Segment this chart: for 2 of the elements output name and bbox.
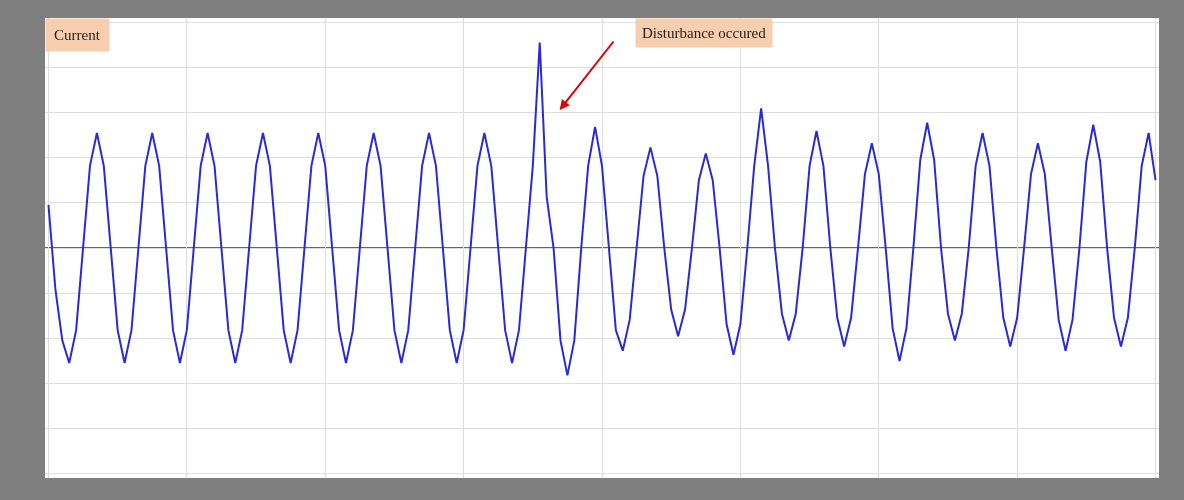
text: Disturbance occured: [642, 25, 767, 41]
annotation: Current: [54, 27, 101, 43]
